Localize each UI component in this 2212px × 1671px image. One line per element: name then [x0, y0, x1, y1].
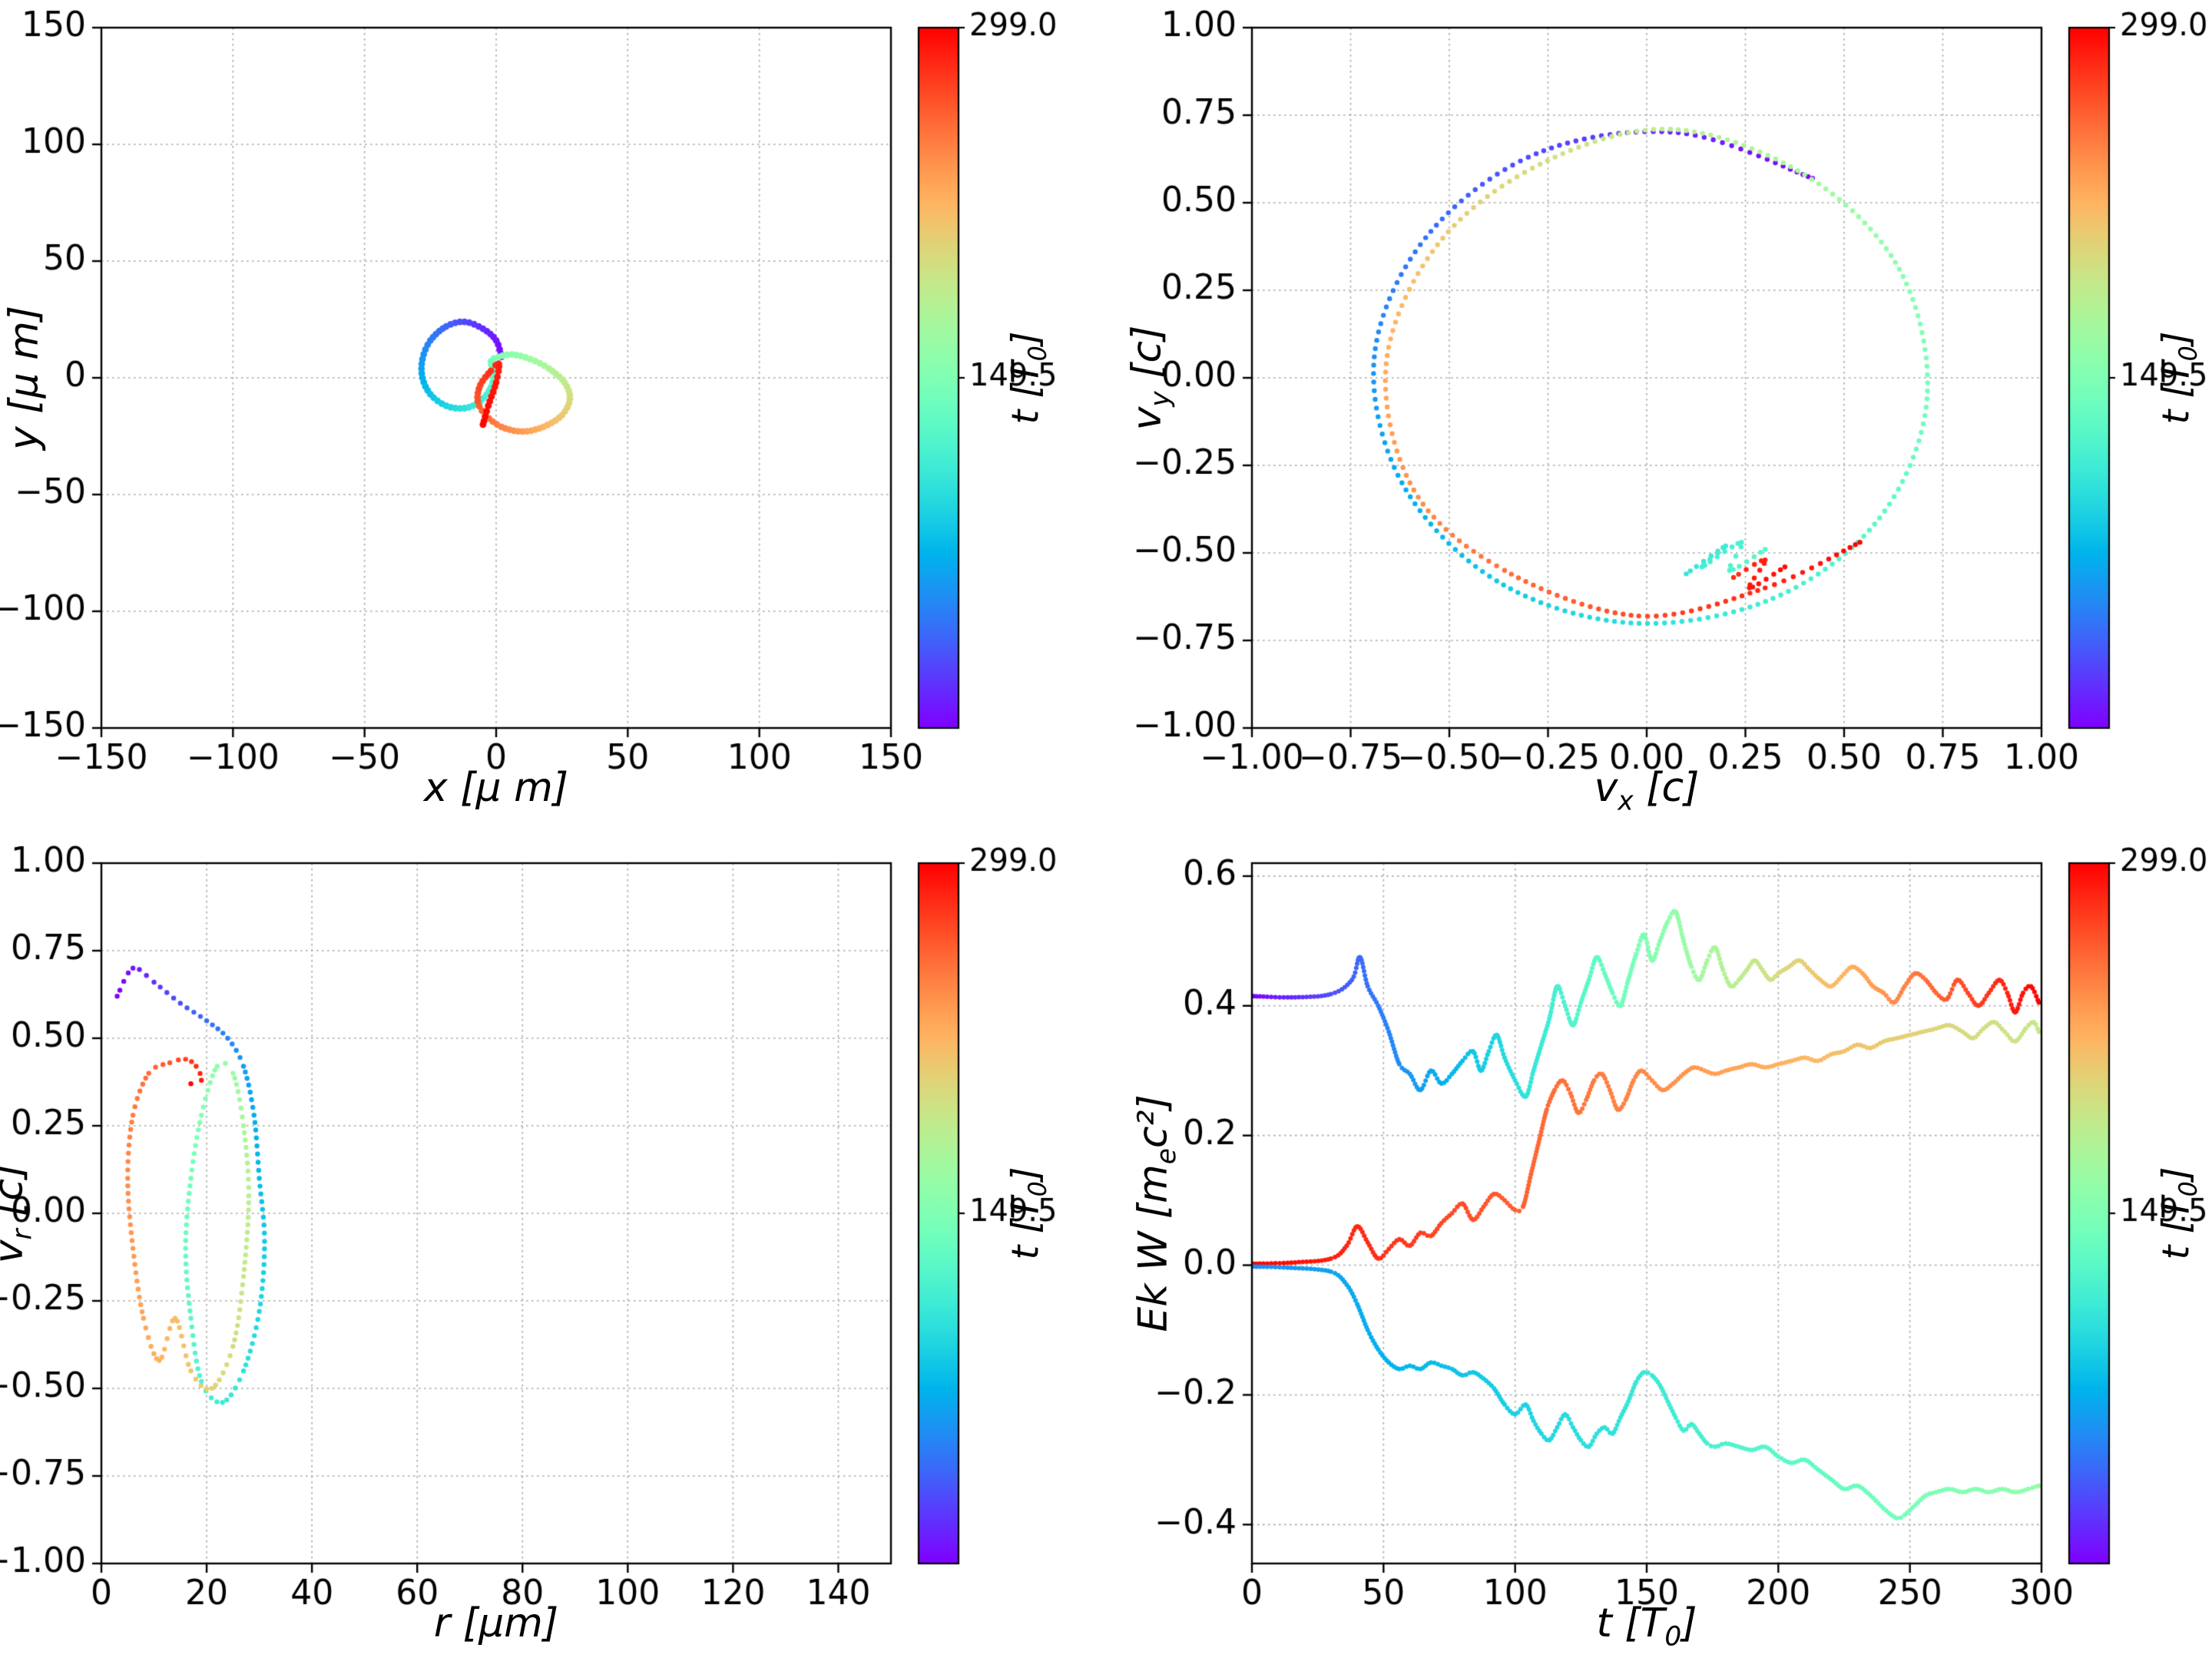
label-rest: c²] — [1130, 1094, 1177, 1149]
label-rest: ] — [1004, 1166, 1048, 1182]
y-axis-label: Ek W [mec²] — [1130, 1094, 1183, 1332]
label-sub: y — [1145, 391, 1177, 407]
label-main: t [T — [2154, 361, 2198, 425]
label-main: r [μm] — [433, 1600, 559, 1646]
subplot-energy: t [T0] Ek W [mec²] t [T0] — [1106, 836, 2212, 1671]
label-rest: ] — [2154, 331, 2198, 346]
subplot-xy: x [μ m] y [μ m] t [T0] — [0, 0, 1106, 836]
label-main: v — [1124, 406, 1171, 431]
label-rest: [c] — [0, 1163, 32, 1216]
label-rest: [c] — [1633, 765, 1700, 811]
y-axis-label: vr [c] — [0, 1163, 38, 1264]
label-sub: 0 — [1664, 1621, 1682, 1653]
label-main: y [μ m] — [1, 305, 48, 451]
energy-plot-canvas — [1106, 836, 2212, 1671]
label-sub: 0 — [1024, 1181, 1052, 1197]
colorbar-label: t [T0] — [1004, 1166, 1052, 1260]
label-main: t [T — [2154, 1196, 2198, 1260]
label-sub: x — [1618, 786, 1634, 817]
x-axis-label: t [T0] — [1596, 1603, 1697, 1650]
label-rest: ] — [2154, 1166, 2198, 1182]
label-main: x [μ m] — [423, 765, 569, 811]
subplot-vxvy: vx [c] vy [c] t [T0] — [1106, 0, 2212, 836]
x-axis-label: vx [c] — [1594, 768, 1700, 815]
y-axis-label: vy [c] — [1124, 326, 1177, 431]
label-main: t [T — [1004, 1196, 1048, 1260]
label-sub: 0 — [1024, 346, 1052, 362]
rvr-plot-canvas — [0, 836, 1106, 1671]
label-sub: e — [1151, 1148, 1183, 1165]
label-main: t [T — [1004, 361, 1048, 425]
label-rest: ] — [1004, 331, 1048, 346]
x-axis-label: r [μm] — [434, 1603, 558, 1650]
colorbar-label: t [T0] — [2154, 1166, 2203, 1260]
xy-plot-canvas — [0, 0, 1106, 836]
label-sub: r — [7, 1229, 38, 1240]
x-axis-label: x [μ m] — [424, 768, 568, 815]
label-sub: 0 — [2174, 1181, 2203, 1197]
label-main: Ek W [m — [1130, 1164, 1177, 1332]
label-main: v — [1594, 765, 1618, 811]
label-main: v — [0, 1240, 32, 1264]
subplot-rvr: r [μm] vr [c] t [T0] — [0, 836, 1106, 1671]
label-main: t [T — [1596, 1600, 1665, 1646]
vxvy-plot-canvas — [1106, 0, 2212, 836]
colorbar-label: t [T0] — [1004, 331, 1052, 425]
label-sub: 0 — [2174, 346, 2203, 362]
y-axis-label: y [μ m] — [1, 305, 51, 451]
label-rest: [c] — [1124, 325, 1171, 392]
label-rest: ] — [1681, 1600, 1697, 1646]
colorbar-label: t [T0] — [2154, 331, 2203, 425]
